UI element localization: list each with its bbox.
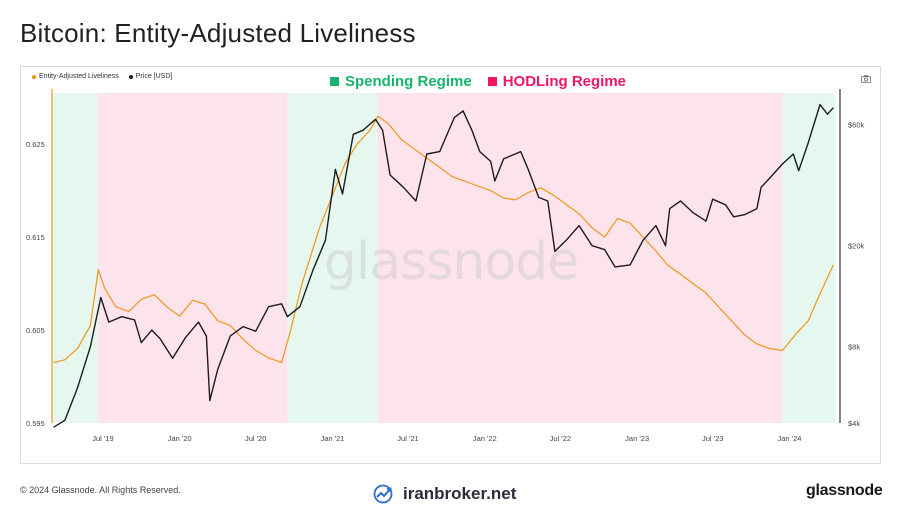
series-legend: Entity-Adjusted Liveliness Price [USD] bbox=[32, 73, 172, 80]
regime-bands bbox=[52, 93, 836, 423]
x-tick-label: Jan '22 bbox=[473, 434, 497, 443]
liveliness-line bbox=[53, 115, 834, 364]
x-tick-label: Jan '24 bbox=[778, 434, 802, 443]
spending-regime-legend: Spending Regime bbox=[330, 73, 472, 90]
camera-icon[interactable] bbox=[861, 75, 871, 83]
regime-band-spending bbox=[287, 93, 378, 423]
regime-band-spending bbox=[782, 93, 836, 423]
x-tick-label: Jul '19 bbox=[92, 434, 113, 443]
y-left-tick-label: 0.625 bbox=[26, 140, 45, 149]
price-legend-label: Price [USD] bbox=[135, 73, 173, 80]
regime-band-hodling bbox=[98, 93, 288, 423]
chart-frame: Entity-Adjusted Liveliness Price [USD] S… bbox=[20, 66, 881, 464]
y-right-tick-label: $20k bbox=[848, 242, 865, 251]
y-left-tick-label: 0.605 bbox=[26, 326, 45, 335]
spending-regime-swatch bbox=[330, 77, 339, 86]
liveliness-legend-dot bbox=[32, 74, 36, 79]
watermark-text: glassnode bbox=[324, 232, 578, 292]
chart-plot: glassnode 0.595 0.605 0.615 0.625 $4k $8k $20k… bbox=[26, 89, 865, 443]
x-tick-label: Jul '22 bbox=[550, 434, 571, 443]
x-tick-label: Jul '23 bbox=[702, 434, 723, 443]
price-legend-dot bbox=[128, 74, 133, 79]
hodling-regime-legend: HODLing Regime bbox=[487, 73, 627, 90]
center-brand-text: iranbroker.net bbox=[403, 484, 517, 503]
y-right-tick-label: $60k bbox=[848, 121, 865, 130]
x-tick-label: Jan '23 bbox=[625, 434, 649, 443]
y-left-tick-label: 0.595 bbox=[26, 419, 45, 428]
y-right-tick-label: $4k bbox=[848, 419, 860, 428]
spending-regime-label: Spending Regime bbox=[345, 73, 472, 90]
x-tick-label: Jul '21 bbox=[397, 434, 418, 443]
hodling-regime-swatch bbox=[487, 77, 497, 86]
trend-arrow-icon bbox=[373, 484, 393, 504]
price-line bbox=[53, 103, 834, 428]
footer-center-brand[interactable]: iranbroker.net bbox=[373, 484, 516, 504]
regime-band-hodling bbox=[377, 93, 783, 423]
series-lines bbox=[53, 103, 834, 428]
glassnode-logo: glassnode bbox=[806, 482, 883, 499]
regime-band-spending bbox=[52, 93, 99, 423]
x-tick-label: Jul '20 bbox=[245, 434, 266, 443]
legend-item-liveliness[interactable]: Entity-Adjusted Liveliness bbox=[32, 73, 119, 80]
x-tick-label: Jan '21 bbox=[320, 434, 344, 443]
hodling-regime-label: HODLing Regime bbox=[502, 73, 627, 90]
x-tick-label: Jan '20 bbox=[168, 434, 192, 443]
page-title: Bitcoin: Entity-Adjusted Liveliness bbox=[20, 18, 416, 48]
axes: 0.595 0.605 0.615 0.625 $4k $8k $20k $60k Jul '1… bbox=[26, 89, 865, 443]
regime-legend: Spending Regime HODLing Regime bbox=[330, 73, 626, 90]
y-right-tick-label: $8k bbox=[848, 343, 860, 352]
legend-item-price[interactable]: Price [USD] bbox=[128, 73, 173, 80]
copyright-text: © 2024 Glassnode. All Rights Reserved. bbox=[20, 485, 181, 495]
y-left-tick-label: 0.615 bbox=[26, 233, 45, 242]
liveliness-legend-label: Entity-Adjusted Liveliness bbox=[39, 73, 119, 80]
